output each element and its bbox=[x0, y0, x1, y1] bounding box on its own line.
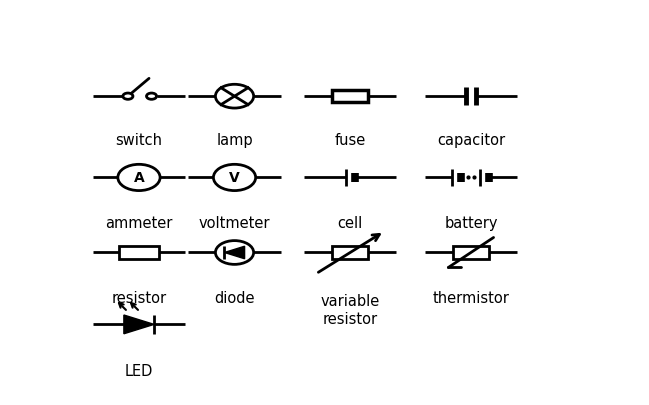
Text: capacitor: capacitor bbox=[437, 133, 505, 148]
Text: resistor: resistor bbox=[112, 290, 167, 305]
Bar bbox=[332, 91, 369, 103]
Text: lamp: lamp bbox=[216, 133, 253, 148]
Circle shape bbox=[147, 94, 156, 100]
Text: battery: battery bbox=[444, 215, 498, 230]
Text: A: A bbox=[134, 171, 144, 185]
Text: cell: cell bbox=[337, 215, 363, 230]
Circle shape bbox=[123, 94, 133, 100]
Circle shape bbox=[215, 241, 254, 265]
Text: diode: diode bbox=[214, 290, 255, 305]
Text: LED: LED bbox=[125, 364, 153, 379]
Text: ammeter: ammeter bbox=[105, 215, 173, 230]
Bar bbox=[119, 247, 159, 259]
Text: voltmeter: voltmeter bbox=[199, 215, 270, 230]
Bar bbox=[453, 247, 489, 259]
Text: variable
resistor: variable resistor bbox=[321, 293, 380, 326]
Circle shape bbox=[214, 165, 256, 191]
Text: thermistor: thermistor bbox=[432, 290, 509, 305]
Text: V: V bbox=[229, 171, 240, 185]
Polygon shape bbox=[124, 315, 154, 334]
Circle shape bbox=[118, 165, 160, 191]
Text: switch: switch bbox=[116, 133, 162, 148]
Polygon shape bbox=[225, 247, 245, 259]
Text: fuse: fuse bbox=[335, 133, 366, 148]
Bar bbox=[332, 247, 369, 259]
